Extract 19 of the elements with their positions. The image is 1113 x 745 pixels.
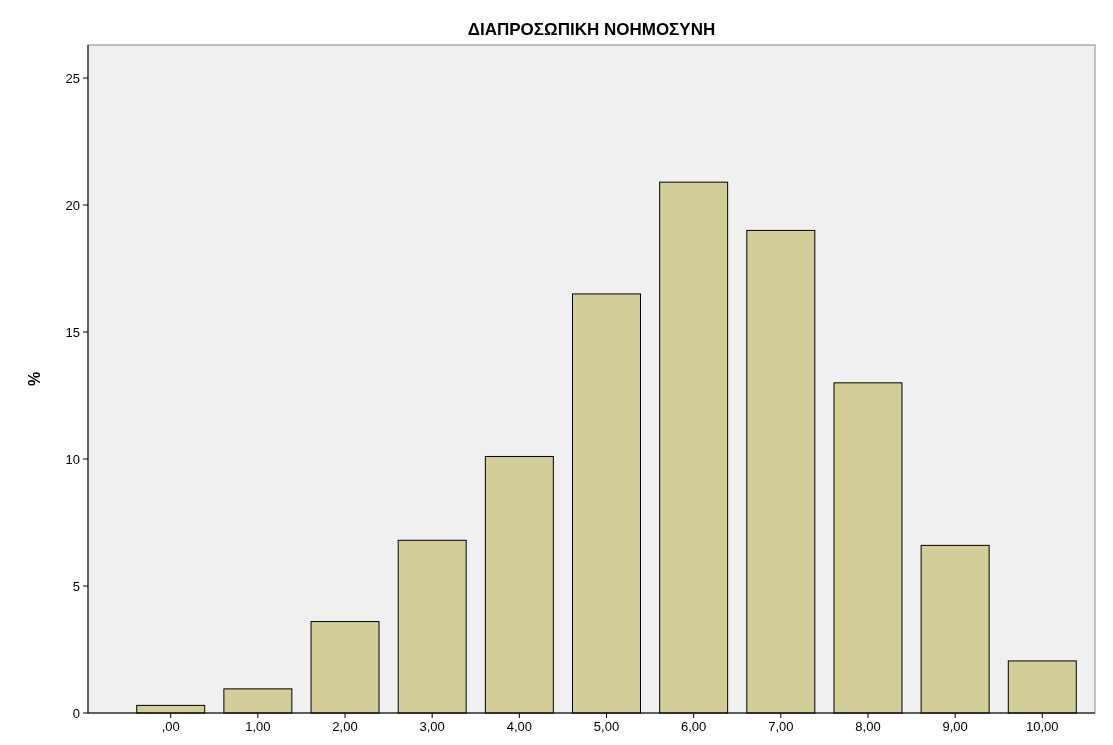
x-tick-label: 1,00 [245, 719, 271, 734]
y-tick-label: 15 [65, 324, 80, 340]
y-axis-title: % [26, 371, 43, 387]
x-tick-label: 4,00 [506, 719, 532, 734]
x-tick-label: 5,00 [593, 719, 620, 734]
x-tick-label: 3,00 [419, 719, 445, 734]
x-tick-label: 8,00 [855, 719, 881, 734]
y-tick-label: 5 [72, 578, 80, 594]
chart-title: ΔΙΑΠΡΟΣΩΠΙΚΗ ΝΟΗΜΟΣΥΝΗ [467, 20, 716, 39]
x-tick-label: 9,00 [942, 719, 968, 734]
x-tick-label: 2,00 [332, 719, 358, 734]
x-tick-label: 6,00 [681, 719, 707, 734]
x-tick-label: 7,00 [768, 719, 794, 734]
y-tick-label: 20 [65, 197, 80, 213]
x-tick-label: ,00 [161, 719, 180, 734]
y-tick-label: 10 [65, 451, 80, 467]
y-tick-label: 25 [65, 70, 80, 86]
y-tick-label: 0 [72, 705, 80, 721]
x-tick-label: 10,00 [1026, 719, 1059, 734]
